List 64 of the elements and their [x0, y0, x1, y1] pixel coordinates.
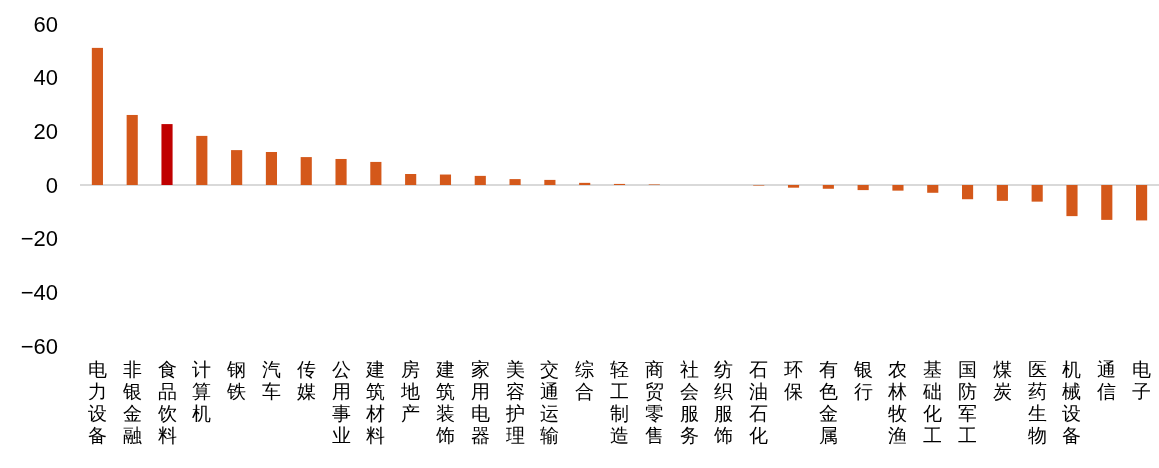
y-tick-label: 0: [45, 172, 58, 198]
bar: [231, 150, 243, 185]
x-tick-label: 家用电器: [470, 359, 490, 446]
bar: [892, 185, 904, 191]
y-tick-label: −20: [20, 226, 58, 252]
x-tick-label: 计算机: [192, 359, 212, 424]
bar: [265, 152, 277, 185]
x-tick-label: 建筑装饰: [434, 359, 455, 446]
x-tick-label: 电子: [1132, 359, 1152, 402]
x-tick-label: 基础化工: [922, 359, 943, 446]
x-tick-label: 轻工制造: [610, 359, 629, 446]
x-tick-label: 银行: [852, 359, 873, 402]
bar: [126, 114, 138, 185]
x-tick-label: 公用事业: [331, 359, 351, 446]
x-tick-label: 美容护理: [504, 359, 525, 446]
x-tick-label: 环保: [784, 359, 804, 402]
bar: [300, 157, 312, 185]
x-tick-label: 钢铁: [226, 359, 247, 402]
bar: [544, 179, 556, 185]
y-tick-label: −60: [20, 333, 58, 359]
x-tick-label: 有色金属: [818, 359, 838, 446]
bar: [1066, 185, 1078, 217]
y-tick-label: −40: [20, 280, 58, 306]
x-tick-label: 综合: [575, 359, 595, 402]
x-tick-label: 医药生物: [1027, 359, 1047, 446]
x-tick-label: 非银金融: [121, 359, 142, 446]
bar: [91, 47, 103, 185]
x-tick-label: 石油石化: [749, 359, 769, 446]
x-tick-label: 国防军工: [958, 359, 978, 446]
y-tick-label: 20: [33, 119, 58, 145]
x-tick-label: 汽车: [261, 359, 281, 402]
bar: [335, 158, 347, 185]
x-tick-label: 电力设备: [87, 359, 107, 446]
x-tick-label: 通信: [1097, 359, 1117, 402]
bar: [161, 124, 173, 185]
bar: [1136, 185, 1148, 221]
x-tick-label: 煤炭: [992, 359, 1012, 402]
x-tick-label: 机械设备: [1062, 359, 1082, 446]
x-tick-label: 农林牧渔: [887, 359, 908, 446]
bar: [439, 174, 452, 185]
y-tick-label: 60: [33, 11, 58, 37]
x-tick-label: 建筑材料: [365, 359, 386, 446]
bar: [579, 182, 591, 185]
bar: [370, 161, 382, 185]
x-tick-label: 商贸零售: [644, 359, 664, 446]
x-tick-label: 食品饮料: [156, 359, 177, 446]
bar: [962, 185, 974, 200]
bar: [927, 185, 939, 193]
x-tick-label: 纺织服饰: [713, 359, 734, 446]
bar: [509, 179, 521, 185]
bar: [1101, 185, 1113, 220]
bar: [787, 185, 800, 188]
x-tick-label: 房地产: [400, 359, 421, 424]
y-tick-label: 40: [33, 65, 58, 91]
bar: [196, 135, 208, 185]
bar: [857, 185, 869, 191]
bar: [1031, 185, 1043, 202]
x-tick-label: 传媒: [296, 359, 316, 402]
x-tick-label: 社会服务: [679, 359, 699, 446]
bar: [405, 174, 417, 185]
x-tick-label: 交通运输: [540, 359, 560, 446]
bar: [822, 185, 834, 189]
bar: [474, 175, 486, 185]
bar: [996, 185, 1008, 201]
